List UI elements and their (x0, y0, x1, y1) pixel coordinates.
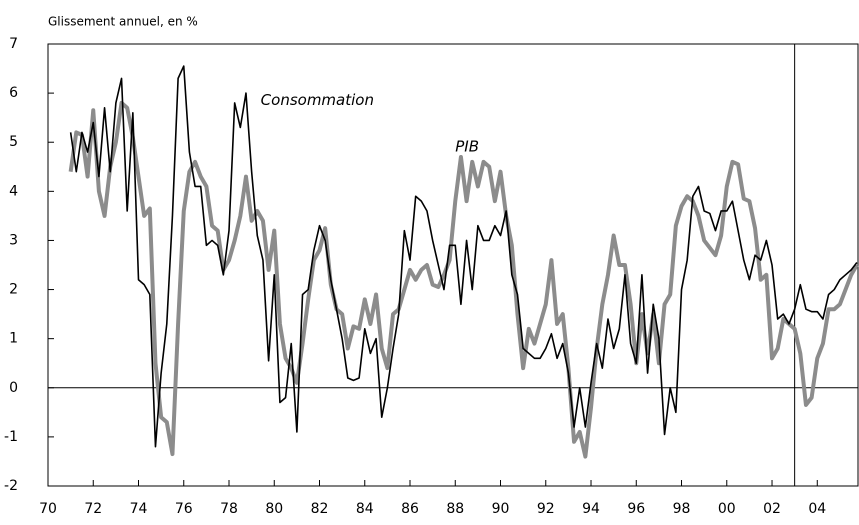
x-tick-label: 92 (537, 501, 555, 517)
y-tick-label: 2 (9, 282, 18, 298)
y-tick-label: 1 (9, 331, 18, 347)
x-tick-label: 86 (401, 501, 419, 517)
series-line (68, 100, 859, 459)
annotation: PIB (455, 138, 479, 156)
annotation: Consommation (261, 91, 374, 109)
x-tick-label: 70 (39, 501, 57, 517)
y-tick-label: 7 (9, 36, 18, 52)
y-tick-label: -1 (4, 429, 18, 445)
x-tick-label: 96 (627, 501, 645, 517)
x-tick-label: 78 (220, 501, 238, 517)
x-tick-label: 72 (84, 501, 102, 517)
y-tick-label: 0 (9, 380, 18, 396)
x-tick-label: 80 (265, 501, 283, 517)
y-tick-label: 6 (9, 85, 18, 101)
x-tick-label: 04 (808, 501, 826, 517)
x-tick-label: 82 (311, 501, 329, 517)
x-tick-label: 02 (763, 501, 781, 517)
x-tick-label: 00 (718, 501, 736, 517)
series-line (69, 65, 858, 448)
y-tick-label: -2 (4, 478, 18, 494)
x-tick-label: 84 (356, 501, 374, 517)
x-tick-label: 98 (673, 501, 691, 517)
y-axis-label: Glissement annuel, en % (48, 15, 198, 29)
y-tick-label: 5 (9, 134, 18, 150)
y-tick-label: 3 (9, 232, 18, 248)
x-tick-label: 94 (582, 501, 600, 517)
x-tick-label: 88 (446, 501, 464, 517)
y-tick-label: 4 (9, 183, 18, 199)
plot-frame (47, 43, 859, 487)
x-tick-label: 90 (492, 501, 510, 517)
x-tick-label: 74 (130, 501, 148, 517)
x-tick-label: 76 (175, 501, 193, 517)
